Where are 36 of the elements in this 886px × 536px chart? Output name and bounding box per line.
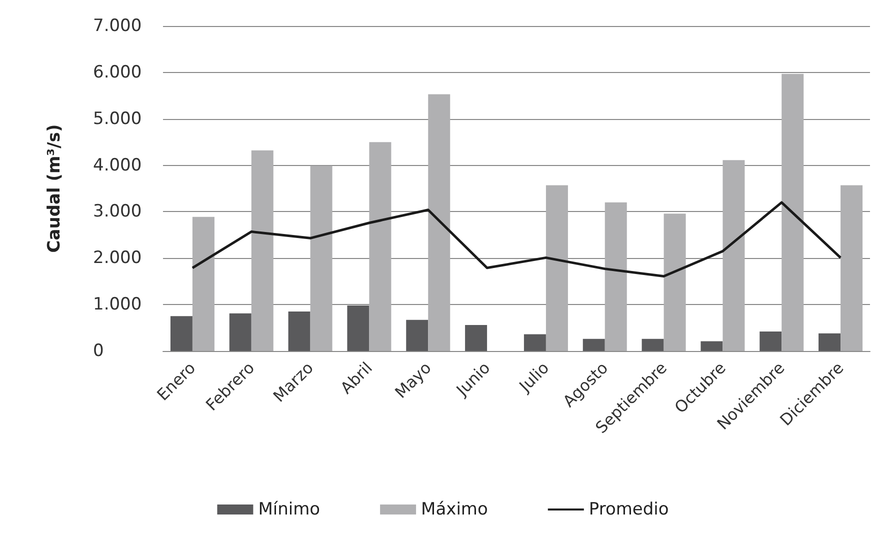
bar	[465, 325, 488, 351]
y-axis-title: Caudal (m³/s)	[44, 124, 64, 253]
bar	[782, 74, 804, 351]
y-tick-label: 4.000	[93, 155, 142, 176]
bar	[428, 94, 450, 351]
bar	[840, 185, 863, 351]
line-series	[191, 201, 842, 278]
bar	[818, 333, 841, 351]
bar	[760, 332, 782, 351]
y-tick-label: 0	[93, 341, 104, 361]
bar	[347, 306, 370, 351]
legend-label: Mínimo	[258, 500, 320, 520]
y-tick-label: 3.000	[93, 202, 142, 222]
bar	[664, 214, 686, 351]
bar	[170, 316, 192, 351]
bar	[251, 150, 274, 351]
y-tick-label: 6.000	[93, 62, 142, 82]
legend-label: Máximo	[421, 500, 488, 520]
bar	[229, 313, 252, 351]
bar	[524, 334, 546, 351]
bar	[406, 320, 428, 351]
y-tick-label: 2.000	[93, 248, 142, 268]
y-tick-label: 5.000	[93, 108, 142, 129]
bar	[288, 312, 310, 351]
bar	[369, 142, 392, 351]
y-tick-label: 7.000	[93, 16, 142, 36]
bar	[722, 160, 745, 351]
bar	[700, 341, 723, 351]
bar	[582, 338, 605, 351]
legend-label: Promedio	[588, 500, 669, 520]
bar	[192, 216, 214, 351]
bar	[604, 202, 627, 351]
y-tick-label: 1.000	[93, 294, 142, 315]
bar	[546, 185, 568, 351]
bar	[310, 166, 332, 351]
bar	[642, 338, 664, 351]
